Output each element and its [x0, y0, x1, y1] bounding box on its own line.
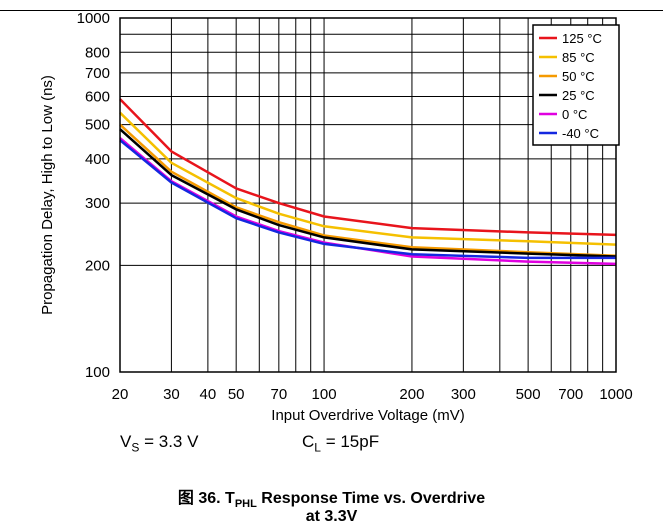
plot-frame — [119, 17, 617, 373]
series-line-50C — [119, 123, 617, 258]
vs-subscript: S — [131, 440, 140, 455]
x-tick-label: 100 — [312, 386, 337, 403]
legend-label: 0 °C — [562, 107, 587, 122]
x-axis-label: Input Overdrive Voltage (mV) — [271, 407, 464, 424]
caption-title: Response Time vs. Overdrive — [261, 490, 486, 507]
y-tick-label: 200 — [85, 257, 110, 274]
y-tick-label: 1000 — [77, 10, 110, 27]
x-tick-label: 200 — [399, 386, 424, 403]
supply-voltage-condition: VS = 3.3 V — [120, 432, 198, 454]
vs-value: = 3.3 V — [144, 432, 199, 451]
y-tick-label: 800 — [85, 44, 110, 61]
x-tick-label: 500 — [516, 386, 541, 403]
legend-label: 125 °C — [562, 31, 602, 46]
x-tick-label: 300 — [451, 386, 476, 403]
caption-prefix: 图 36. T — [177, 490, 235, 507]
caption-line2: at 3.3V — [305, 508, 358, 525]
y-tick-label: 500 — [85, 117, 110, 134]
legend-label: 85 °C — [562, 50, 595, 65]
series-line-125C — [119, 98, 617, 237]
y-tick-label: 300 — [85, 195, 110, 212]
legend-label: 50 °C — [562, 69, 595, 84]
legend: 125 °C 85 °C 50 °C 25 °C 0 °C -40 °C — [532, 24, 620, 146]
cl-subscript: L — [314, 440, 321, 455]
x-tick-label: 1000 — [599, 386, 632, 403]
y-tick-label: 100 — [85, 364, 110, 381]
load-capacitance-condition: CL = 15pF — [302, 432, 379, 454]
y-tick-label: 600 — [85, 89, 110, 106]
series-line-25C — [119, 128, 617, 258]
series-lines — [119, 98, 617, 266]
x-tick-label: 30 — [163, 386, 180, 403]
x-tick-label: 70 — [270, 386, 287, 403]
legend-label: -40 °C — [562, 126, 599, 141]
x-tick-label: 700 — [558, 386, 583, 403]
x-tick-label: 40 — [200, 386, 217, 403]
delay-chart: 20 30 40 50 70 100 200 300 500 700 1000 100 200 300 4… — [39, 10, 633, 424]
legend-label: 25 °C — [562, 88, 595, 103]
y-axis-label: Propagation Delay, High to Low (ns) — [39, 75, 56, 315]
y-tick-label: 700 — [85, 65, 110, 82]
top-rule — [0, 10, 663, 11]
series-line--40C — [119, 139, 616, 260]
cl-value: = 15pF — [325, 432, 380, 451]
x-tick-label: 50 — [228, 386, 245, 403]
vs-symbol: V — [120, 432, 132, 451]
series-line-0C — [119, 137, 617, 266]
y-tick-label: 400 — [85, 151, 110, 168]
legend-box — [532, 24, 620, 146]
x-tick-label: 20 — [112, 386, 129, 403]
caption-subscript: PHL — [234, 498, 257, 511]
y-tick-labels: 100 200 300 400 500 600 700 800 1000 — [77, 10, 110, 381]
series-line-85C — [119, 111, 617, 246]
figure-caption: 图 36. TPHL Response Time vs. Overdrive — [0, 484, 663, 510]
figure-caption-line2: at 3.3V — [0, 508, 663, 526]
cl-symbol: C — [302, 432, 315, 451]
x-tick-labels: 20 30 40 50 70 100 200 300 500 700 1000 — [112, 386, 633, 403]
